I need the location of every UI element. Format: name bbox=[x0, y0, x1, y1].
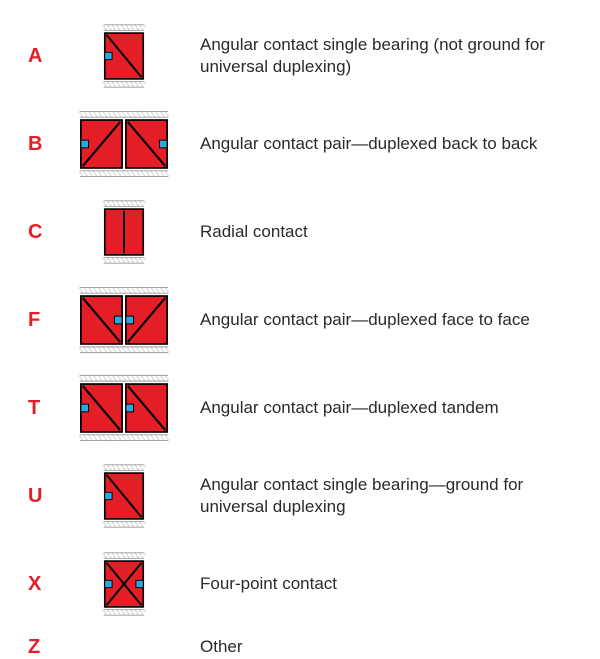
bearing-code: T bbox=[28, 397, 64, 420]
legend-row: B Angular contact pair—duplexed back to b… bbox=[28, 108, 572, 180]
bearing-description: Angular contact pair—duplexed face to fa… bbox=[184, 309, 572, 331]
bearing-code: C bbox=[28, 221, 64, 244]
bearing-description: Other bbox=[184, 636, 572, 658]
bearing-code: F bbox=[28, 309, 64, 332]
bearing-description: Angular contact single bearing—ground fo… bbox=[184, 474, 572, 518]
bearing-description: Angular contact single bearing (not grou… bbox=[184, 34, 572, 78]
bearing-code: U bbox=[28, 485, 64, 508]
bearing-code: A bbox=[28, 45, 64, 68]
legend-row: F Angular contact pair—duplexed face to f… bbox=[28, 284, 572, 356]
legend-row: U Angular contact single bearing—ground f… bbox=[28, 460, 572, 532]
bearing-legend-table: A Angular contact single bearing (not gro… bbox=[28, 20, 572, 659]
bearing-code: B bbox=[28, 133, 64, 156]
bearing-code: Z bbox=[28, 636, 64, 659]
bearing-icon bbox=[64, 548, 184, 620]
legend-row: T Angular contact pair—duplexed tandem bbox=[28, 372, 572, 444]
bearing-description: Four-point contact bbox=[184, 573, 572, 595]
bearing-description: Radial contact bbox=[184, 221, 572, 243]
bearing-icon bbox=[64, 108, 184, 180]
bearing-icon bbox=[64, 196, 184, 268]
bearing-icon bbox=[64, 20, 184, 92]
bearing-description: Angular contact pair—duplexed tandem bbox=[184, 397, 572, 419]
legend-row: C Radial contact bbox=[28, 196, 572, 268]
bearing-icon bbox=[64, 284, 184, 356]
legend-row: X Four-point contact bbox=[28, 548, 572, 620]
legend-row: A Angular contact single bearing (not gro… bbox=[28, 20, 572, 92]
bearing-icon bbox=[64, 460, 184, 532]
bearing-icon bbox=[64, 372, 184, 444]
bearing-description: Angular contact pair—duplexed back to ba… bbox=[184, 133, 572, 155]
bearing-code: X bbox=[28, 573, 64, 596]
legend-row: Z Other bbox=[28, 636, 572, 659]
